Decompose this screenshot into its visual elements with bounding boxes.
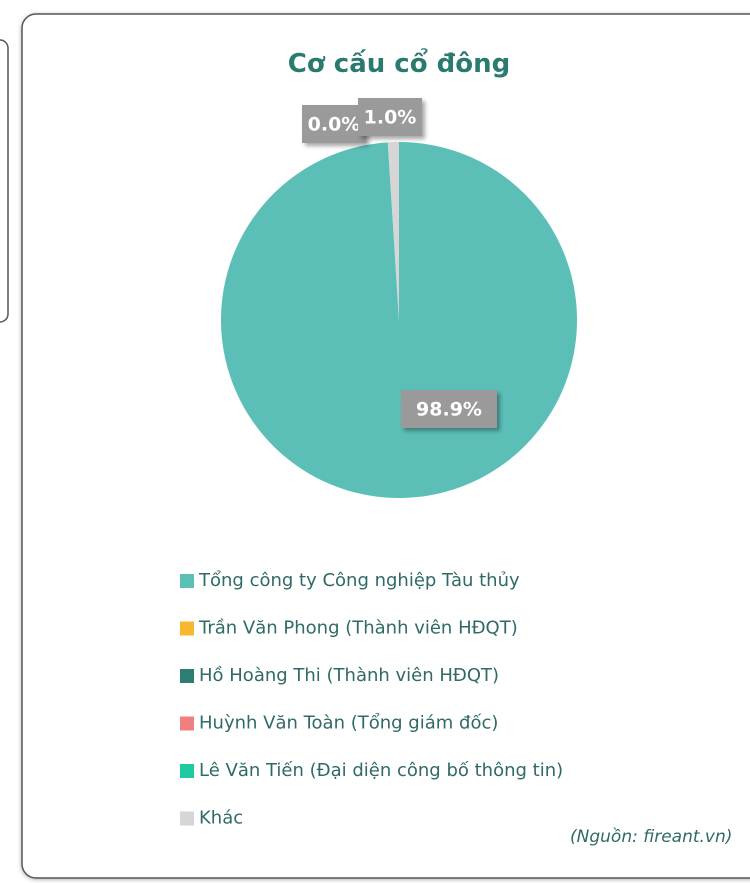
value-label-box xyxy=(401,390,497,428)
value-labels: 0.0% 98.9% 1.0% xyxy=(302,98,497,428)
legend: Tổng công ty Công nghiệp Tàu thủy Trần Vă… xyxy=(180,570,563,829)
value-label-box xyxy=(358,98,422,136)
side-card xyxy=(0,39,9,323)
chart-title: Cơ cấu cổ đông xyxy=(288,46,510,79)
value-label: 1.0% xyxy=(364,107,417,129)
legend-swatch xyxy=(180,621,194,636)
value-label: 98.9% xyxy=(416,399,482,421)
legend-label: Huỳnh Văn Toàn (Tổng giám đốc) xyxy=(199,713,498,734)
pie xyxy=(220,142,577,499)
legend-label: Tổng công ty Công nghiệp Tàu thủy xyxy=(198,570,520,591)
legend-label: Trần Văn Phong (Thành viên HĐQT) xyxy=(198,618,518,639)
legend-swatch xyxy=(180,764,194,778)
source: (Nguồn: fireant.vn) xyxy=(570,826,732,847)
legend-swatch xyxy=(180,716,194,731)
value-label-box xyxy=(302,105,366,143)
legend-label: Khác xyxy=(199,808,243,829)
legend-label: Lê Văn Tiến (Đại diện công bố thông tin) xyxy=(199,760,563,781)
legend-swatch xyxy=(180,811,194,826)
value-label: 0.0% xyxy=(308,114,361,136)
legend-label: Hồ Hoàng Thi (Thành viên HĐQT) xyxy=(199,665,499,686)
legend-swatch xyxy=(180,669,194,683)
legend-swatch xyxy=(180,574,194,588)
pie-slice xyxy=(387,142,399,320)
